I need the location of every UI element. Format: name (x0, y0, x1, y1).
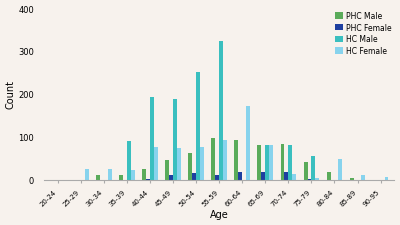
Bar (108, 169, 112, 180)
Bar (177, 149, 181, 180)
Bar (127, 142, 131, 180)
Bar (269, 146, 273, 180)
Bar (196, 73, 200, 180)
Bar (284, 172, 288, 180)
Bar (258, 146, 261, 180)
Bar (304, 162, 308, 180)
Bar (142, 169, 146, 180)
Bar (350, 178, 354, 180)
Bar (280, 144, 284, 180)
Bar (215, 176, 219, 180)
Bar (246, 106, 250, 180)
Bar (312, 156, 315, 180)
Bar (362, 175, 365, 180)
Bar (223, 141, 227, 180)
Bar (238, 172, 242, 180)
Bar (188, 153, 192, 180)
Bar (288, 146, 292, 180)
Bar (338, 159, 342, 180)
Bar (327, 172, 330, 180)
Bar (146, 179, 150, 180)
Bar (192, 173, 196, 180)
Bar (261, 172, 265, 180)
Bar (154, 147, 158, 180)
Bar (85, 169, 89, 180)
Bar (150, 97, 154, 180)
Bar (384, 177, 388, 180)
Bar (96, 176, 100, 180)
Bar (315, 178, 319, 180)
Bar (169, 176, 173, 180)
Bar (165, 160, 169, 180)
Bar (234, 141, 238, 180)
Bar (292, 174, 296, 180)
Bar (265, 146, 269, 180)
Bar (308, 179, 312, 180)
Bar (173, 100, 177, 180)
Bar (219, 42, 223, 180)
Bar (211, 138, 215, 180)
X-axis label: Age: Age (210, 209, 228, 219)
Bar (119, 175, 123, 180)
Legend: PHC Male, PHC Female, HC Male, HC Female: PHC Male, PHC Female, HC Male, HC Female (334, 11, 393, 57)
Y-axis label: Count: Count (6, 80, 16, 109)
Bar (200, 147, 204, 180)
Bar (131, 170, 135, 180)
